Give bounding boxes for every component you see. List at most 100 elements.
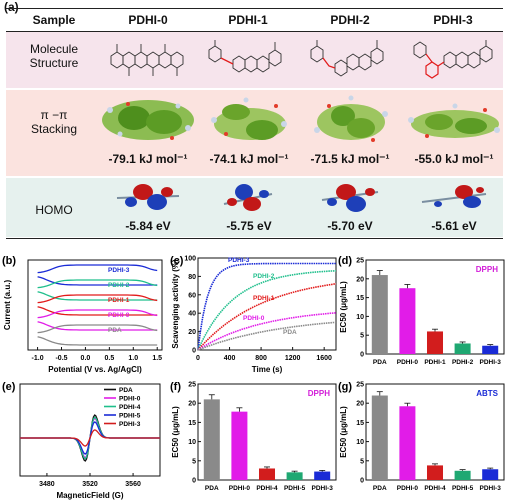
cv-curve-return-pda: [37, 336, 158, 346]
y-tick-label: 10: [356, 439, 364, 446]
molecule-band: [6, 32, 503, 88]
cv-curve-pdhi-2: [37, 279, 158, 289]
homo-image-pdhi-2: [321, 184, 379, 212]
chart-c: (c)Scavenging activity (%)Time (s)0 400 80…: [170, 255, 337, 374]
y-tick-label: 5: [360, 458, 364, 465]
homo-image-pdhi-0: [116, 184, 180, 210]
y-axis-label: Current (a.u.): [3, 280, 12, 331]
stacking-image-pdhi-1: [211, 97, 287, 140]
table-header-rule: [6, 31, 503, 32]
molecule-structure-pdhi-0: [110, 44, 184, 76]
stacking-energy-pdhi-2: -71.5 kJ mol⁻¹: [310, 152, 390, 166]
x-tick-label: PDHI-4: [256, 485, 278, 492]
series-label-pda: PDA: [108, 327, 122, 334]
x-tick-label: PDHI-5: [284, 485, 306, 492]
y-tick-label: 25: [356, 382, 364, 389]
y-tick-label: 20: [356, 401, 364, 408]
y-tick-label: 5: [360, 333, 364, 340]
stacking-energy-pdhi-1: -74.1 kJ mol⁻¹: [209, 152, 289, 166]
y-axis-label: EC50 (μg/mL): [339, 406, 348, 458]
x-tick-label: PDHI-2: [452, 359, 474, 366]
series-label-pdhi-1: PDHI-1: [108, 297, 130, 304]
x-tick-label: 1.5: [152, 355, 162, 362]
table-top-rule: [6, 8, 503, 9]
series-label-pdhi-3: PDHI-3: [108, 267, 130, 274]
plot-frame: [197, 257, 337, 351]
row-label-stacking-line1: π −π: [40, 108, 68, 122]
stacking-image-pdhi-3: [408, 103, 500, 138]
kinetic-curve-pdhi-0: [197, 312, 337, 351]
chart-g: (g) EC50 (μg/mL) 0 5 10 15 20 25 ABTS PDA PDHI-0 PD…: [338, 381, 505, 492]
kinetic-curve-pdhi-2: [197, 270, 337, 351]
series-label-pdhi-3: PDHI-3: [228, 257, 250, 264]
chart-title: DPPH: [308, 389, 330, 398]
molecule-structure-pdhi-2: [310, 40, 384, 77]
y-tick-label: 10: [188, 439, 196, 446]
chart-d-group: (d) EC50 (μg/mL) 0 5 10 15 20 25 DPPH PDA PDHI-0 PD…: [338, 255, 505, 366]
x-tick-label: 800: [255, 355, 267, 362]
bar-pdhi-0: [399, 406, 416, 480]
homo-energy-pdhi-1: -5.75 eV: [226, 219, 272, 233]
y-tick-label: 40: [188, 311, 196, 318]
col-header-pdhi-2: PDHI-2: [330, 13, 370, 27]
x-tick-label: 1.0: [128, 355, 138, 362]
y-tick-label: 15: [356, 295, 364, 302]
x-tick-label: PDHI-0: [397, 485, 419, 492]
homo-energy-pdhi-0: -5.84 eV: [125, 219, 171, 233]
row-label-stacking-line2: Stacking: [30, 122, 78, 136]
series-label-pdhi-2: PDHI-2: [108, 282, 130, 289]
cv-curve-pdhi-3: [37, 264, 158, 274]
bar-pdhi-0: [399, 288, 416, 354]
x-tick-label: PDHI-3: [480, 359, 502, 366]
y-tick-label: 20: [188, 329, 196, 336]
bar-pdhi-2: [454, 343, 471, 354]
legend-label-pdhi-5: PDHI-5: [119, 413, 141, 420]
chart-d: (d) EC50 (μg/mL) 0 5 10 15 20 25 DPPH PDA PDHI-0 PD…: [338, 255, 505, 366]
molecule-structure-pdhi-1: [208, 40, 282, 73]
panel-a-label: (a): [4, 0, 19, 14]
y-tick-label: 10: [356, 314, 364, 321]
stacking-energy-pdhi-3: -55.0 kJ mol⁻¹: [414, 152, 494, 166]
cv-curve-pda: [37, 324, 158, 334]
y-tick-label: 0: [192, 348, 196, 355]
y-tick-label: 0: [360, 478, 364, 485]
chart-title: DPPH: [476, 265, 498, 274]
legend-label-pdhi-3: PDHI-3: [119, 421, 141, 428]
bar-pdhi-4: [426, 465, 444, 480]
stacking-image-pdhi-2: [314, 95, 388, 142]
legend-label-pdhi-0: PDHI-0: [119, 396, 141, 403]
x-tick-label: 3480: [39, 481, 55, 488]
row-label-homo: HOMO: [35, 203, 73, 217]
x-tick-label: PDA: [373, 359, 387, 366]
series-label-pdhi-2: PDHI-2: [253, 273, 275, 280]
x-tick-label: PDHI-3: [312, 485, 334, 492]
y-tick-label: 15: [356, 420, 364, 427]
x-tick-label: 3560: [125, 481, 141, 488]
cv-curve-pdhi-0: [37, 309, 158, 319]
kinetic-curve-pdhi-1: [197, 283, 337, 351]
col-header-pdhi-3: PDHI-3: [433, 13, 473, 27]
y-tick-label: 60: [188, 292, 196, 299]
x-tick-label: 1200: [285, 355, 301, 362]
y-tick-label: 20: [188, 401, 196, 408]
col-header-pdhi-1: PDHI-1: [228, 13, 268, 27]
y-tick-label: 25: [356, 258, 364, 265]
table-bottom-rule: [6, 238, 503, 239]
bar-pdhi-3: [314, 471, 331, 480]
x-tick-label: -0.5: [55, 355, 67, 362]
y-tick-label: 20: [356, 276, 364, 283]
chart-b-group: (b) Current (a.u.) Potential (V vs. Ag/AgC…: [2, 255, 163, 374]
row-label-molecule-line1: Molecule: [29, 42, 79, 56]
x-tick-label: 400: [224, 355, 236, 362]
chart-b: (b) Current (a.u.) Potential (V vs. Ag/AgC…: [2, 255, 163, 374]
series-label-pda: PDA: [283, 329, 297, 336]
y-tick-label: 5: [192, 458, 196, 465]
series-label-pdhi-1: PDHI-1: [253, 295, 275, 302]
homo-energy-pdhi-2: -5.70 eV: [327, 219, 373, 233]
y-axis-label: Scavenging activity (%): [171, 259, 180, 349]
panel-label: (f): [170, 381, 181, 393]
chart-f-group: (f) EC50 (μg/mL) 0 5 10 15 20 25 DPPH PDA PDHI-0 PD…: [170, 381, 337, 492]
bar-pda: [371, 275, 388, 354]
cv-curve-return-pdhi-3: [37, 276, 158, 286]
x-tick-label: PDHI-5: [452, 485, 474, 492]
